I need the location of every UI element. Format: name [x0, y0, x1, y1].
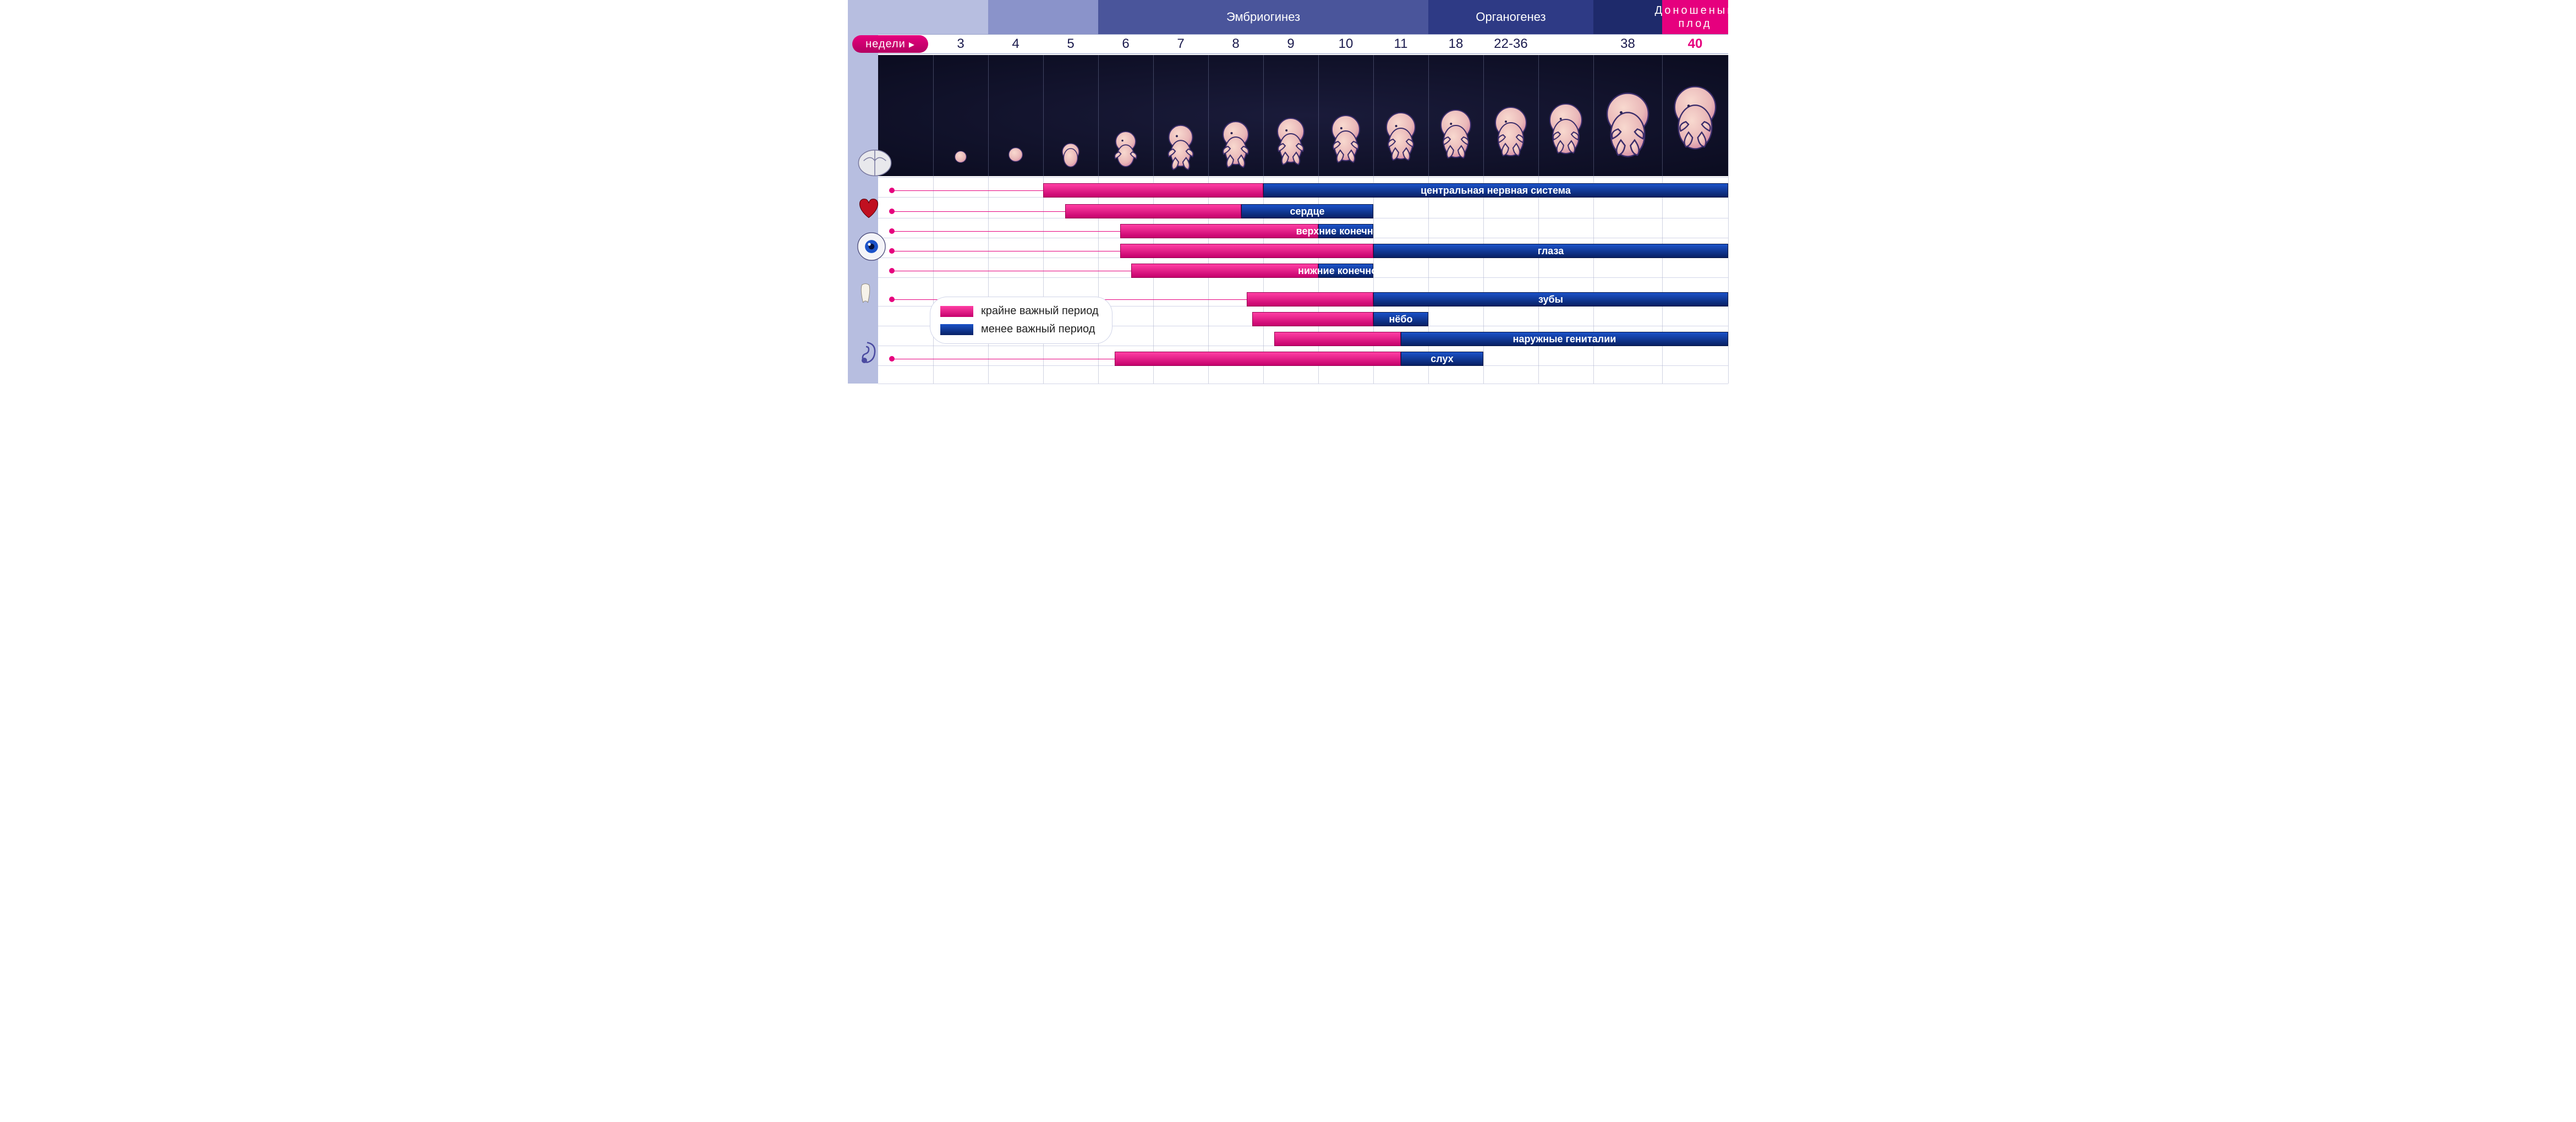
- embryo-stage: [1153, 119, 1208, 173]
- less-critical-period-bar: слух: [1401, 352, 1483, 366]
- week-number: 38: [1620, 36, 1635, 52]
- week-number: 22-36: [1494, 36, 1527, 52]
- phase-band: [988, 0, 1098, 34]
- week-label: 7: [1153, 34, 1208, 54]
- week-label: 22-36: [1483, 34, 1538, 54]
- bar-label: центральная нервная система: [1421, 185, 1571, 196]
- legend-swatch-less: [940, 324, 973, 335]
- week-label: 18: [1428, 34, 1483, 54]
- column-separator: [1728, 55, 1729, 384]
- eye-icon: [853, 228, 890, 265]
- week-label: 9: [1263, 34, 1318, 54]
- week-number: 7: [1177, 36, 1184, 52]
- critical-period-bar: [1065, 204, 1241, 218]
- critical-period-bar: [1120, 244, 1373, 258]
- week-label: 5: [1043, 34, 1098, 54]
- embryo-stage: [988, 136, 1043, 173]
- week-label: 6: [1098, 34, 1153, 54]
- week-number: 3: [957, 36, 964, 52]
- phase-band: [1593, 0, 1662, 34]
- column-separator: [1153, 55, 1154, 384]
- phase-label: Органогенез: [1476, 10, 1545, 24]
- legend-row-less: менее важный период: [940, 323, 1099, 336]
- critical-period-bar: [1131, 264, 1318, 278]
- phase-band: Эмбриогинез: [1098, 0, 1428, 34]
- bar-label: зубы: [1538, 294, 1563, 305]
- legend: крайне важный период менее важный период: [930, 297, 1112, 343]
- legend-swatch-critical: [940, 306, 973, 317]
- week-label: 10: [1318, 34, 1373, 54]
- critical-period-bar: [1120, 224, 1318, 238]
- legend-row-critical: крайне важный период: [940, 305, 1099, 318]
- heart-icon: [853, 191, 884, 222]
- embryo-stage: [1373, 99, 1428, 173]
- bar-label: слух: [1430, 353, 1453, 365]
- critical-period-bar: [1115, 352, 1401, 366]
- embryo-stage: [1662, 63, 1728, 173]
- week-label: 3: [933, 34, 988, 54]
- embryo-stage: [1043, 131, 1098, 173]
- week-number: 4: [1012, 36, 1019, 52]
- fullterm-text: Доношеный плод: [1655, 4, 1736, 30]
- bar-label: нижние конечности: [1298, 265, 1394, 277]
- column-separator: [1263, 55, 1264, 384]
- week-number: 6: [1122, 36, 1129, 52]
- embryo-stage: [1428, 95, 1483, 173]
- phase-band: Органогенез: [1428, 0, 1593, 34]
- less-critical-period-bar: верхние конечности: [1318, 224, 1373, 238]
- embryo-stage: [1593, 77, 1662, 173]
- embryo-stage: [1483, 90, 1538, 173]
- critical-period-bar: [1043, 183, 1263, 198]
- week-number: 40: [1688, 36, 1703, 52]
- week-number: 8: [1232, 36, 1239, 52]
- embryo-stage: [1208, 113, 1263, 173]
- legend-label: менее важный период: [981, 323, 1095, 336]
- less-critical-period-bar: центральная нервная система: [1263, 183, 1728, 198]
- less-critical-period-bar: нёбо: [1373, 312, 1428, 326]
- bar-label: нёбо: [1389, 314, 1413, 325]
- column-separator: [1208, 55, 1209, 384]
- embryo-stage: [1318, 103, 1373, 173]
- fullterm-label: Доношеный плод: [1662, 0, 1728, 34]
- critical-period-bar: [1247, 292, 1373, 307]
- week-label: 8: [1208, 34, 1263, 54]
- less-critical-period-bar: наружные гениталии: [1401, 332, 1728, 346]
- leader-line: [892, 211, 1065, 212]
- week-label: 4: [988, 34, 1043, 54]
- week-number: 18: [1449, 36, 1464, 52]
- embryo-stage: [1263, 108, 1318, 173]
- week-label: [1538, 34, 1593, 54]
- brain-icon: [853, 144, 896, 187]
- legend-label: крайне важный период: [981, 305, 1099, 318]
- week-number: 10: [1339, 36, 1353, 52]
- phase-label: Эмбриогинез: [1226, 10, 1300, 24]
- week-number: 11: [1394, 36, 1408, 52]
- weeks-pill: недели: [852, 35, 928, 53]
- week-label: 38: [1593, 34, 1662, 54]
- less-critical-period-bar: нижние конечности: [1318, 264, 1373, 278]
- week-label: 11: [1373, 34, 1428, 54]
- grid-row: [878, 177, 1728, 178]
- leader-line: [892, 231, 1120, 232]
- bar-label: наружные гениталии: [1513, 333, 1616, 345]
- critical-period-bar: [1252, 312, 1373, 326]
- embryo-stage: [1098, 125, 1153, 173]
- weeks-pill-label: недели: [865, 38, 906, 51]
- less-critical-period-bar: глаза: [1373, 244, 1728, 258]
- tooth-icon: [853, 281, 878, 305]
- week-number: 9: [1287, 36, 1294, 52]
- bar-label: верхние конечности: [1296, 226, 1396, 237]
- less-critical-period-bar: зубы: [1373, 292, 1728, 307]
- week-number: 5: [1067, 36, 1074, 52]
- bar-label: сердце: [1290, 206, 1324, 217]
- embryo-stage: [933, 141, 988, 173]
- critical-period-bar: [1274, 332, 1401, 346]
- ear-icon: [853, 338, 881, 366]
- leader-line: [892, 190, 1043, 191]
- bar-label: глаза: [1538, 245, 1564, 257]
- week-label: 40: [1662, 34, 1728, 54]
- embryo-stage: [1538, 85, 1593, 173]
- less-critical-period-bar: сердце: [1241, 204, 1373, 218]
- phase-band: [878, 0, 988, 34]
